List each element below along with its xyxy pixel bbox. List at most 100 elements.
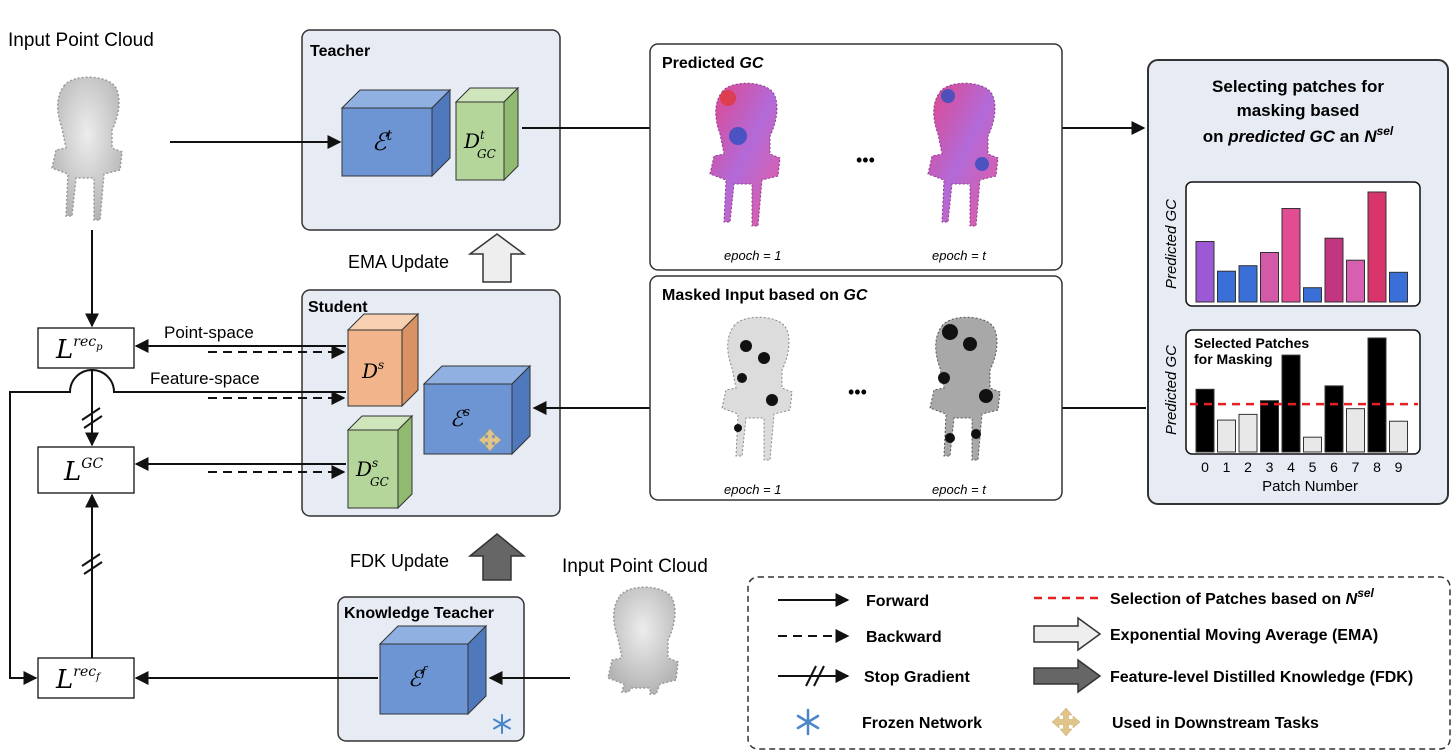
predicted-gc-epoch1: epoch = 1 xyxy=(724,248,781,263)
top-bars-bar-4 xyxy=(1281,208,1301,303)
loss-rec-p-box xyxy=(37,327,135,369)
student-decoder-gc-cube xyxy=(346,414,414,510)
student-decoder-point-cube xyxy=(346,312,420,408)
bottom-chart-tick-8: 8 xyxy=(1373,459,1381,475)
top-bars-bar-7 xyxy=(1346,259,1365,303)
predicted-gc-epocht: epoch = t xyxy=(932,248,987,263)
masked-input-title: Masked Input based on GC xyxy=(662,287,868,304)
bottom-bars-bar-3 xyxy=(1260,400,1279,453)
student-encoder-cube xyxy=(422,364,532,456)
predicted-gc-ellipsis: ••• xyxy=(856,150,875,170)
legend-ema-label: Exponential Moving Average (EMA) xyxy=(1110,627,1378,644)
teacher-decoder-label: Dt xyxy=(463,128,485,153)
legend-backward-label: Backward xyxy=(866,629,942,646)
bottom-chart-tick-5: 5 xyxy=(1309,459,1317,475)
masked-cloud-epoch1 xyxy=(721,316,793,461)
loss-gc-label: LGC xyxy=(63,456,103,487)
bottom-bars-bar-0 xyxy=(1195,388,1215,453)
top-bars-bar-3 xyxy=(1260,252,1279,303)
top-bars-bar-2 xyxy=(1238,265,1258,303)
legend-fdk-arrow xyxy=(1033,658,1102,694)
top-bars-bar-9 xyxy=(1389,271,1408,303)
bottom-chart-tick-7: 7 xyxy=(1352,459,1360,475)
masked-input-epoch1: epoch = 1 xyxy=(724,482,781,497)
legend-symbols xyxy=(778,593,850,683)
loss-rec-p-label: Lrecp xyxy=(55,334,103,365)
legend-downstream-label: Used in Downstream Tasks xyxy=(1112,715,1319,732)
top-chart-bars xyxy=(1195,191,1408,303)
bottom-bars-bar-7 xyxy=(1346,408,1365,453)
downstream-move-icon xyxy=(478,428,502,452)
bottom-chart-tick-2: 2 xyxy=(1244,459,1252,475)
bottom-chart-tick-3: 3 xyxy=(1266,459,1274,475)
input-point-cloud-bottom xyxy=(607,586,679,695)
teacher-decoder-gc-cube xyxy=(454,86,520,182)
legend-selection-label: Selection of Patches based on Nsel xyxy=(1110,586,1375,608)
legend-stop-gradient-label: Stop Gradient xyxy=(864,669,970,686)
knowledge-teacher-title: Knowledge Teacher xyxy=(344,605,494,622)
bottom-bars-bar-5 xyxy=(1303,436,1322,453)
top-bars-bar-6 xyxy=(1324,237,1344,303)
ema-update-arrow xyxy=(467,233,527,283)
knowledge-teacher-encoder-cube xyxy=(378,624,488,716)
top-bars-bar-1 xyxy=(1217,270,1236,303)
bottom-bars-bar-9 xyxy=(1389,420,1408,453)
student-encoder-label: ℰs xyxy=(450,405,470,432)
loss-rec-f-box xyxy=(37,657,135,699)
selecting-title-line3: on predicted GC an Nsel xyxy=(1203,124,1394,146)
bottom-chart-tick-1: 1 xyxy=(1223,459,1231,475)
student-decoder-gc-sub: GC xyxy=(370,475,389,489)
fdk-update-label: FDK Update xyxy=(350,551,449,571)
stop-gradient-marks xyxy=(81,407,103,575)
bottom-bars-bar-6 xyxy=(1324,385,1344,453)
input-point-cloud-label-top: Input Point Cloud xyxy=(8,30,154,51)
legend-box xyxy=(747,576,1451,750)
backward-arrows xyxy=(208,345,346,479)
bottom-bars-bar-1 xyxy=(1217,419,1236,453)
legend-move-icon xyxy=(1051,707,1081,737)
bottom-bars-bar-2 xyxy=(1238,413,1258,453)
point-space-label: Point-space xyxy=(164,323,254,342)
bottom-bars-bar-8 xyxy=(1367,337,1387,453)
bottom-chart-tick-0: 0 xyxy=(1201,459,1209,475)
masked-cloud-epocht xyxy=(929,316,1001,461)
predicted-gc-title: Predicted GC xyxy=(662,55,764,72)
legend-stop-gradient-marks xyxy=(805,665,825,687)
input-point-cloud-top xyxy=(51,76,123,221)
top-bars-bar-8 xyxy=(1367,191,1387,303)
knowledge-teacher-encoder-label: ℰf xyxy=(408,665,428,692)
bottom-chart-tick-4: 4 xyxy=(1287,459,1295,475)
top-chart-ylabel: Predicted GC xyxy=(1163,199,1180,289)
fdk-update-arrow xyxy=(467,533,527,581)
predicted-gc-cloud-epoch1 xyxy=(709,82,781,227)
masked-input-epocht: epoch = t xyxy=(932,482,987,497)
legend-forward-label: Forward xyxy=(866,593,929,610)
teacher-encoder-label: ℰt xyxy=(372,128,393,156)
teacher-encoder-cube xyxy=(340,88,452,178)
ema-update-label: EMA Update xyxy=(348,252,449,272)
legend-snowflake-icon xyxy=(796,708,820,736)
top-bars-bar-5 xyxy=(1303,287,1322,303)
feature-space-label: Feature-space xyxy=(150,369,260,388)
teacher-decoder-sub: GC xyxy=(477,147,496,161)
bottom-chart-tick-6: 6 xyxy=(1330,459,1338,475)
predicted-gc-cloud-epocht xyxy=(927,82,999,227)
forward-arrows xyxy=(9,121,1146,685)
selecting-title-line2: masking based xyxy=(1237,101,1360,120)
frozen-snowflake-icon xyxy=(493,714,511,734)
legend-fdk-label: Feature-level Distilled Knowledge (FDK) xyxy=(1110,669,1413,686)
student-decoder-point-label: Ds xyxy=(361,358,384,383)
top-bars-bar-0 xyxy=(1195,241,1215,303)
bottom-chart-ylabel: Predicted GC xyxy=(1163,345,1180,435)
bottom-chart-xlabel: Patch Number xyxy=(1262,478,1358,495)
masked-input-ellipsis: ••• xyxy=(848,382,867,402)
loss-rec-f-label: Lrecf xyxy=(55,664,102,695)
bottom-chart-title-1: Selected Patches xyxy=(1194,335,1309,351)
teacher-title: Teacher xyxy=(310,43,370,60)
loss-gc-box xyxy=(37,446,135,494)
student-title: Student xyxy=(308,299,368,316)
input-point-cloud-label-bottom: Input Point Cloud xyxy=(562,556,708,577)
bottom-chart-title-2: for Masking xyxy=(1194,351,1273,367)
